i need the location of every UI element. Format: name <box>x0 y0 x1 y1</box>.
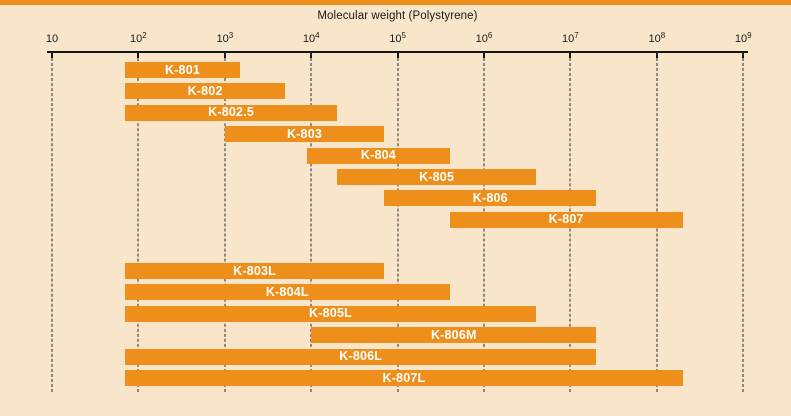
bar-label: K-803 <box>286 126 323 141</box>
x-tick-mark <box>396 53 399 58</box>
gridline <box>742 58 744 392</box>
x-tick-mark <box>483 53 485 58</box>
gridline <box>137 58 139 392</box>
bar-k-803: K-803 <box>224 126 385 143</box>
bar-k-804l: K-804L <box>125 284 450 301</box>
gridline <box>51 58 53 392</box>
chart-title: Molecular weight (Polystyrene) <box>317 10 478 22</box>
x-tick-mark <box>51 53 53 58</box>
x-tick-mark <box>655 53 658 58</box>
x-tick-label: 10 <box>45 33 59 45</box>
bar-k-801: K-801 <box>125 62 240 78</box>
x-tick-mark <box>137 53 140 58</box>
bar-k-802: K-802 <box>125 83 286 100</box>
x-tick-label: 103 <box>216 31 234 46</box>
x-tick-mark <box>742 53 745 58</box>
bar-k-804: K-804 <box>307 147 450 164</box>
bar-k-806m: K-806M <box>311 327 597 344</box>
bar-label: K-805 <box>419 169 455 184</box>
bar-label: K-801 <box>164 62 201 77</box>
bar-label: K-805L <box>309 306 352 321</box>
x-axis-line <box>47 51 748 53</box>
bar-label: K-802.5 <box>208 105 255 120</box>
bar-label: K-807L <box>382 370 426 385</box>
bar-k-806: K-806 <box>384 190 597 207</box>
x-tick-mark <box>310 53 313 58</box>
x-tick-label: 107 <box>562 31 579 46</box>
top-accent-strip <box>0 0 791 5</box>
bar-label: K-804L <box>265 284 309 299</box>
bar-label: K-806 <box>472 190 508 205</box>
bar-k-805l: K-805L <box>125 305 536 322</box>
bar-label: K-806L <box>339 349 383 364</box>
bar-k-802.5: K-802.5 <box>125 104 338 121</box>
bar-k-803l: K-803L <box>125 263 385 279</box>
bar-k-805: K-805 <box>337 169 536 185</box>
gridline <box>224 58 226 392</box>
x-tick-label: 109 <box>734 31 752 46</box>
bar-label: K-807 <box>548 212 584 227</box>
x-tick-label: 105 <box>389 31 406 46</box>
bar-label: K-803L <box>233 263 277 278</box>
bar-k-807: K-807 <box>449 211 683 228</box>
gridline <box>397 58 399 392</box>
x-tick-label: 108 <box>648 31 666 46</box>
x-tick-label: 106 <box>475 31 493 46</box>
bar-k-806l: K-806L <box>125 348 597 365</box>
x-tick-mark <box>223 53 226 58</box>
x-tick-mark <box>569 53 572 58</box>
bar-label: K-802 <box>187 83 223 98</box>
x-tick-label: 102 <box>130 31 147 46</box>
bar-k-807l: K-807L <box>125 370 683 386</box>
bar-label: K-804 <box>360 148 396 163</box>
bar-label: K-806M <box>430 327 477 342</box>
gridline <box>310 58 312 392</box>
x-tick-label: 104 <box>302 31 320 46</box>
